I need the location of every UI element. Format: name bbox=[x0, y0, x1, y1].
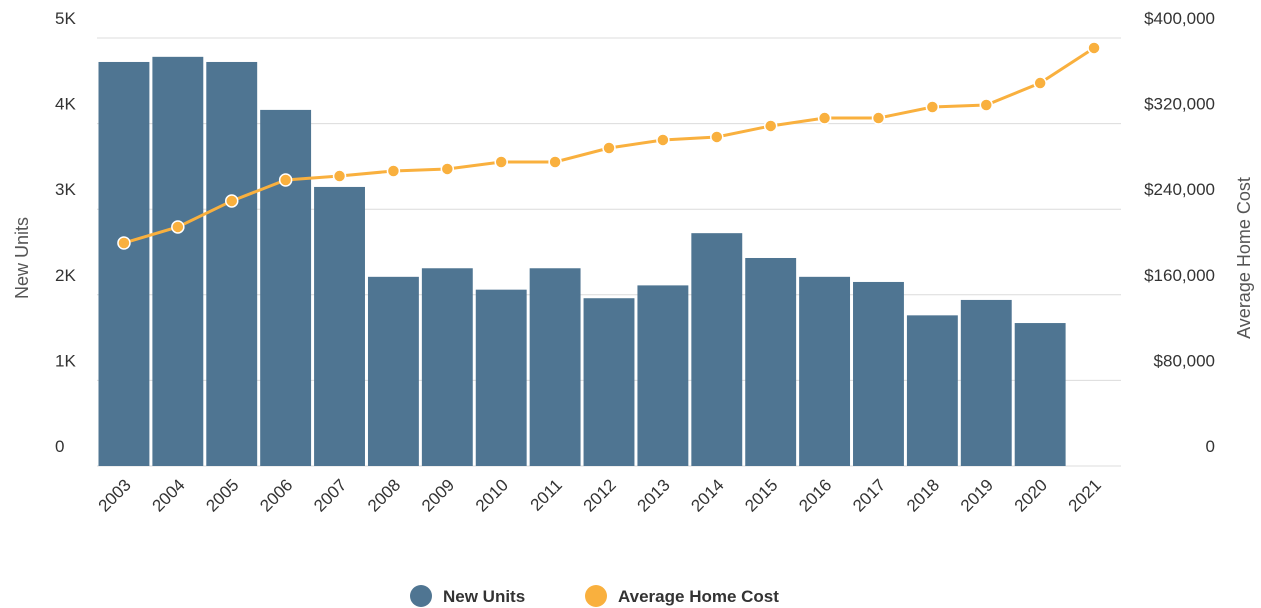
line-point bbox=[979, 98, 994, 112]
x-tick-label: 2006 bbox=[256, 475, 296, 515]
y-tick-label: 1K bbox=[55, 351, 76, 370]
line-point bbox=[817, 111, 832, 125]
y2-tick-label: $320,000 bbox=[1144, 95, 1215, 114]
bar bbox=[152, 56, 204, 466]
x-tick-label: 2019 bbox=[957, 475, 997, 515]
x-tick-label: 2020 bbox=[1011, 475, 1051, 515]
y-tick-label: 4K bbox=[55, 95, 76, 114]
line-point bbox=[440, 162, 455, 176]
line-point bbox=[494, 155, 508, 169]
x-tick-label: 2013 bbox=[634, 475, 674, 515]
bar bbox=[691, 233, 743, 466]
y-tick-label: 2K bbox=[55, 266, 76, 285]
legend-text: New Units bbox=[443, 587, 525, 606]
y2-tick-label: 0 bbox=[1206, 437, 1215, 456]
bar bbox=[367, 276, 419, 466]
y2-tick-label: $240,000 bbox=[1144, 180, 1215, 199]
bar bbox=[98, 61, 150, 467]
y-tick-label: 0 bbox=[55, 437, 64, 456]
y-tick-label: 5K bbox=[55, 9, 76, 28]
bar bbox=[745, 257, 797, 466]
bar bbox=[206, 61, 258, 467]
x-tick-label: 2003 bbox=[95, 475, 135, 515]
bar bbox=[960, 299, 1012, 466]
x-tick-label: 2014 bbox=[687, 475, 727, 515]
x-tick-label: 2021 bbox=[1065, 475, 1105, 515]
line-point bbox=[171, 220, 185, 234]
x-tick-label: 2010 bbox=[472, 475, 512, 515]
bar bbox=[906, 315, 958, 466]
bar bbox=[1014, 323, 1066, 466]
y2-tick-label: $160,000 bbox=[1144, 266, 1215, 285]
bar bbox=[799, 276, 851, 466]
x-tick-label: 2017 bbox=[849, 475, 889, 515]
line-point bbox=[710, 130, 724, 144]
x-tick-label: 2018 bbox=[903, 475, 943, 515]
line-point bbox=[386, 164, 401, 178]
bar bbox=[853, 281, 904, 466]
y2-axis-title: Average Home Cost bbox=[1234, 177, 1254, 339]
legend-swatch bbox=[585, 585, 607, 607]
y-tick-label: 3K bbox=[55, 180, 76, 199]
y2-tick-label: $400,000 bbox=[1144, 9, 1215, 28]
bar bbox=[583, 298, 635, 466]
line-point bbox=[1087, 41, 1101, 55]
x-tick-label: 2015 bbox=[741, 475, 781, 515]
legend-swatch bbox=[410, 585, 432, 607]
line-point bbox=[117, 236, 131, 250]
bar bbox=[314, 186, 365, 466]
x-tick-label: 2009 bbox=[418, 475, 458, 515]
x-tick-label: 2007 bbox=[310, 475, 350, 515]
line-point bbox=[548, 155, 562, 169]
bar bbox=[475, 289, 527, 466]
legend-text: Average Home Cost bbox=[618, 587, 779, 606]
line-point bbox=[602, 141, 616, 155]
x-tick-label: 2005 bbox=[202, 475, 242, 515]
x-tick-label: 2012 bbox=[580, 475, 620, 515]
y-axis-title: New Units bbox=[12, 217, 32, 299]
x-tick-label: 2016 bbox=[795, 475, 835, 515]
bar bbox=[260, 109, 312, 467]
x-tick-label: 2008 bbox=[364, 475, 404, 515]
line-point bbox=[925, 100, 940, 114]
y2-tick-label: $80,000 bbox=[1154, 351, 1215, 370]
bar bbox=[637, 285, 689, 466]
line-point bbox=[871, 111, 886, 125]
line-point bbox=[656, 133, 670, 147]
line-point bbox=[1033, 76, 1047, 90]
bar bbox=[421, 268, 473, 466]
line-point bbox=[278, 173, 293, 187]
line-point bbox=[332, 169, 347, 183]
line-point bbox=[763, 119, 778, 133]
bar bbox=[529, 268, 581, 466]
line-point bbox=[224, 194, 239, 208]
x-tick-label: 2011 bbox=[527, 475, 566, 514]
x-tick-label: 2004 bbox=[148, 475, 188, 515]
